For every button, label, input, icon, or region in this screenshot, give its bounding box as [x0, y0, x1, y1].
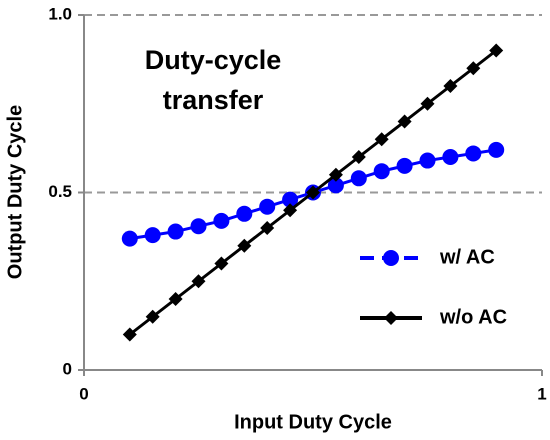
marker: [397, 114, 412, 129]
y-tick-label: 0: [63, 359, 72, 378]
marker: [374, 132, 389, 147]
marker: [260, 221, 275, 235]
marker: [489, 43, 504, 58]
marker: [236, 205, 253, 222]
marker: [144, 227, 161, 244]
marker: [488, 141, 505, 158]
marker: [122, 327, 137, 342]
marker: [465, 145, 482, 162]
x-tick-label: 0: [79, 384, 88, 403]
marker: [306, 185, 320, 200]
marker: [190, 218, 207, 235]
marker: [373, 163, 390, 180]
chart-title: Duty-cycle transfer: [144, 45, 282, 115]
marker: [145, 309, 160, 324]
marker: [384, 311, 398, 325]
marker: [213, 212, 230, 229]
x-axis-title: Input Duty Cycle: [234, 411, 392, 433]
y-tick-label: 1.0: [48, 4, 72, 23]
marker: [237, 238, 252, 253]
y-tick-label: 0.5: [48, 182, 72, 201]
marker: [327, 177, 344, 194]
y-axis-title: Output Duty Cycle: [4, 105, 26, 279]
marker: [442, 149, 459, 165]
marker: [466, 61, 481, 76]
marker: [383, 250, 399, 266]
marker: [420, 96, 435, 111]
legend-label: w/ AC: [439, 246, 495, 268]
marker: [419, 152, 436, 169]
legend-label: w/o AC: [439, 306, 507, 328]
marker: [283, 203, 298, 218]
marker: [191, 274, 206, 289]
marker: [121, 230, 138, 247]
marker: [282, 191, 299, 208]
marker: [350, 170, 367, 187]
marker: [167, 223, 184, 240]
marker: [214, 256, 229, 271]
marker: [351, 150, 366, 164]
marker: [396, 157, 413, 174]
marker: [443, 79, 458, 93]
marker: [259, 198, 276, 215]
marker: [328, 167, 343, 182]
marker: [168, 292, 183, 306]
x-tick-label: 1: [537, 384, 546, 403]
